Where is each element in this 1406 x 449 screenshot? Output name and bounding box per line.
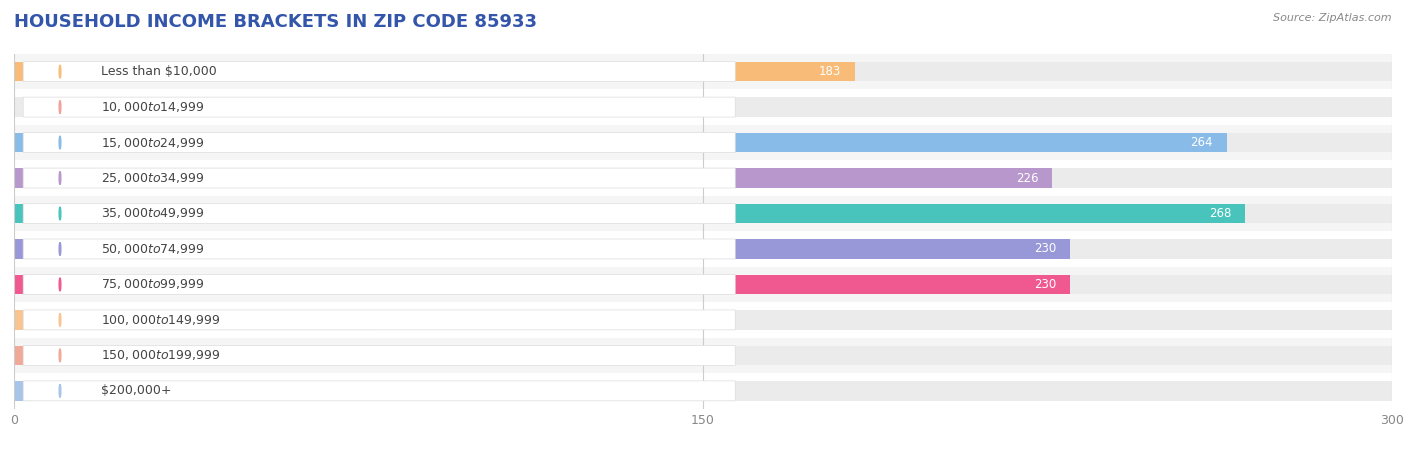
Text: 79: 79 xyxy=(349,313,363,326)
Text: Less than $10,000: Less than $10,000 xyxy=(101,65,217,78)
Circle shape xyxy=(59,65,60,78)
Bar xyxy=(14,62,1392,81)
FancyBboxPatch shape xyxy=(22,62,735,82)
FancyBboxPatch shape xyxy=(22,345,735,365)
Bar xyxy=(14,125,1392,160)
Bar xyxy=(14,381,1392,401)
Bar xyxy=(14,62,855,81)
Text: 0: 0 xyxy=(28,101,35,114)
FancyBboxPatch shape xyxy=(22,203,735,224)
Text: $15,000 to $24,999: $15,000 to $24,999 xyxy=(101,136,205,150)
Bar xyxy=(14,310,1392,330)
FancyBboxPatch shape xyxy=(22,381,735,401)
Bar xyxy=(14,196,1392,231)
Bar xyxy=(14,346,326,365)
Text: 264: 264 xyxy=(1191,136,1213,149)
Circle shape xyxy=(59,101,60,114)
Bar xyxy=(14,346,1392,365)
Bar xyxy=(14,338,1392,373)
Bar xyxy=(14,239,1070,259)
Circle shape xyxy=(59,207,60,220)
Bar xyxy=(14,267,1392,302)
Circle shape xyxy=(59,278,60,291)
Text: 68: 68 xyxy=(298,349,312,362)
Bar xyxy=(14,310,377,330)
Text: Source: ZipAtlas.com: Source: ZipAtlas.com xyxy=(1274,13,1392,23)
Bar xyxy=(14,275,1392,294)
Text: $10,000 to $14,999: $10,000 to $14,999 xyxy=(101,100,205,114)
FancyBboxPatch shape xyxy=(22,239,735,259)
Bar xyxy=(14,302,1392,338)
Bar xyxy=(14,133,1226,152)
Bar xyxy=(14,97,1392,117)
FancyBboxPatch shape xyxy=(22,310,735,330)
Text: 268: 268 xyxy=(1209,207,1232,220)
FancyBboxPatch shape xyxy=(22,274,735,295)
Bar xyxy=(14,231,1392,267)
Text: $150,000 to $199,999: $150,000 to $199,999 xyxy=(101,348,221,362)
Bar xyxy=(14,89,1392,125)
Text: $25,000 to $34,999: $25,000 to $34,999 xyxy=(101,171,205,185)
Bar xyxy=(14,168,1052,188)
Text: $50,000 to $74,999: $50,000 to $74,999 xyxy=(101,242,205,256)
Circle shape xyxy=(59,313,60,326)
Text: 230: 230 xyxy=(1035,278,1057,291)
Bar xyxy=(14,381,28,401)
Text: 226: 226 xyxy=(1015,172,1038,185)
Text: 3: 3 xyxy=(42,384,49,397)
FancyBboxPatch shape xyxy=(22,168,735,188)
Circle shape xyxy=(59,384,60,397)
Text: HOUSEHOLD INCOME BRACKETS IN ZIP CODE 85933: HOUSEHOLD INCOME BRACKETS IN ZIP CODE 85… xyxy=(14,13,537,31)
Bar xyxy=(14,204,1392,223)
Bar xyxy=(14,204,1244,223)
Bar xyxy=(14,160,1392,196)
Circle shape xyxy=(59,172,60,185)
Circle shape xyxy=(59,136,60,149)
Bar xyxy=(14,54,1392,89)
Bar xyxy=(14,275,1070,294)
FancyBboxPatch shape xyxy=(22,97,735,117)
Text: $35,000 to $49,999: $35,000 to $49,999 xyxy=(101,207,205,220)
Bar xyxy=(14,133,1392,152)
FancyBboxPatch shape xyxy=(22,132,735,153)
Text: 230: 230 xyxy=(1035,242,1057,255)
Text: 183: 183 xyxy=(818,65,841,78)
Circle shape xyxy=(59,242,60,255)
Bar xyxy=(14,239,1392,259)
Circle shape xyxy=(59,349,60,362)
Bar xyxy=(14,168,1392,188)
Text: $200,000+: $200,000+ xyxy=(101,384,172,397)
Bar xyxy=(14,373,1392,409)
Text: $75,000 to $99,999: $75,000 to $99,999 xyxy=(101,277,205,291)
Text: $100,000 to $149,999: $100,000 to $149,999 xyxy=(101,313,221,327)
